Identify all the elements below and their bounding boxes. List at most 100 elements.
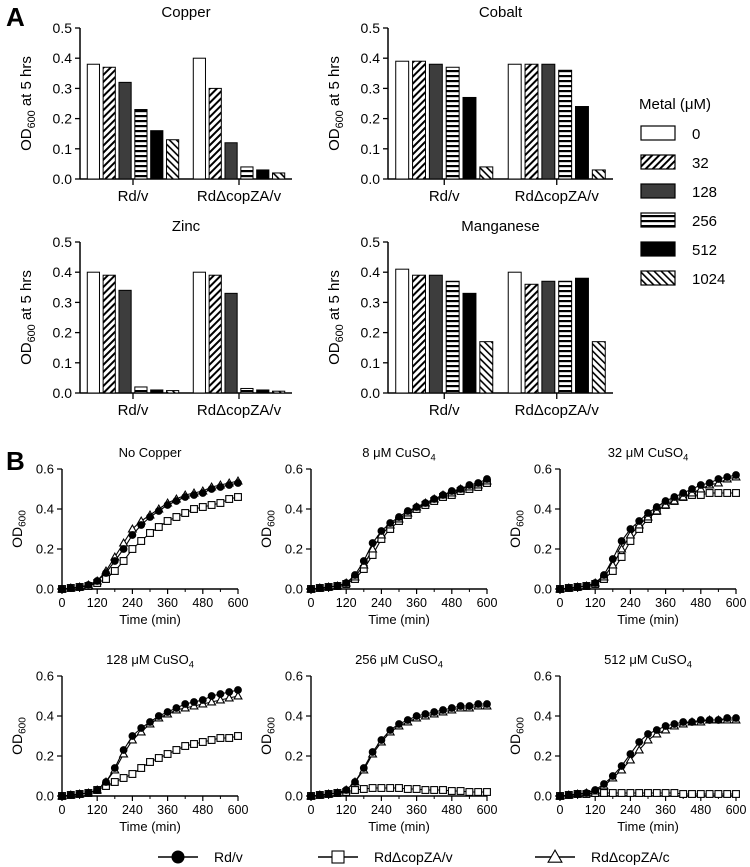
point-RdΔcopZA/v-480 [198, 738, 207, 746]
point-RdΔcopZA/c-600 [233, 690, 243, 700]
point-Rd/v-90 [582, 789, 591, 797]
point-Rd/v-180 [110, 764, 119, 772]
series-line-Rd/v [559, 717, 736, 797]
line-charts: No Copper 0.0 0.2 0.4 0.6 0 120 240 360 480 600 Tim… [9, 445, 746, 834]
point-Rd/v-330 [652, 726, 661, 734]
line-chart-2: 32 μM CuSO4 0.0 0.2 0.4 0.6 0 120 240 360 480 600 T… [507, 445, 746, 627]
x-tick-label: 600 [477, 596, 498, 610]
point-Rd/v-480 [198, 489, 207, 497]
chart-title: 8 μM CuSO4 [362, 445, 435, 462]
point-Rd/v-150 [102, 778, 110, 786]
point-Rd/v-600 [483, 700, 491, 708]
bar-Rd/v-128 [118, 289, 132, 394]
y-tick-label: 0.5 [53, 234, 73, 250]
point-Rd/v-360 [661, 722, 670, 730]
bar-RdΔcopZA/v-128 [541, 280, 556, 394]
point-RdΔcopZA/c-510 [206, 696, 217, 706]
point-Rd/v-300 [146, 718, 154, 726]
y-tick-label: 0.2 [285, 749, 303, 764]
x-tick-label: 480 [192, 803, 213, 817]
point-Rd/v-90 [333, 789, 342, 797]
point-Rd/v-0 [307, 585, 315, 593]
point-RdΔcopZA/v-300 [644, 789, 652, 797]
point-RdΔcopZA/v-150 [600, 789, 608, 797]
bar-RdΔcopZA/v-32 [524, 283, 539, 394]
point-Rd/v-270 [386, 726, 395, 734]
point-Rd/v-300 [644, 730, 652, 738]
y-tick-label: 0.0 [534, 789, 552, 804]
line-chart-1: 8 μM CuSO4 0.0 0.2 0.4 0.6 0 120 240 360 480 600 Ti… [258, 445, 497, 627]
bar-Rd/v-1024 [166, 139, 180, 180]
legend-label-0: 0 [692, 126, 700, 143]
point-Rd/v-450 [439, 706, 447, 714]
bar-RdΔcopZA/v-256 [558, 280, 573, 394]
x-tick-label: 240 [122, 596, 143, 610]
x-tick-label: 480 [192, 596, 213, 610]
point-RdΔcopZA/v-600 [234, 732, 242, 740]
x-tick-label: 120 [87, 596, 108, 610]
y-axis-label: OD600 [258, 717, 278, 755]
point-RdΔcopZA/v-450 [190, 740, 198, 748]
y-tick-label: 0.6 [36, 669, 54, 684]
y-tick-label: 0.0 [534, 582, 552, 597]
bar-RdΔcopZA/v-1024 [272, 390, 286, 394]
point-Rd/v-180 [608, 555, 617, 563]
y-tick-label: 0.0 [36, 789, 54, 804]
point-RdΔcopZA/v-450 [190, 505, 198, 513]
legend-swatch-128 [640, 183, 676, 199]
y-tick-label: 0.0 [53, 171, 73, 187]
bar-charts: Copper 0.0 0.1 0.2 0.3 0.4 0.5 OD600 at 5 hrs Rd… [18, 4, 613, 419]
point-RdΔcopZA/v-240 [128, 545, 137, 553]
bar-RdΔcopZA/v-256 [558, 69, 573, 180]
y-tick-label: 0.0 [36, 582, 54, 597]
point-Rd/v-390 [172, 497, 181, 505]
point-Rd/v-600 [234, 686, 242, 694]
point-RdΔcopZA/v-450 [688, 790, 696, 798]
y-tick-label: 0.1 [361, 141, 381, 157]
point-Rd/v-120 [93, 577, 102, 585]
y-tick-label: 0.1 [53, 141, 73, 157]
point-RdΔcopZA/v-510 [207, 736, 216, 744]
x-tick-label: RdΔcopZA/v [197, 402, 282, 419]
bar-RdΔcopZA/v-32 [208, 87, 222, 180]
series-line-RdΔcopZA/v [559, 492, 736, 590]
x-tick-label: RdΔcopZA/v [515, 402, 600, 419]
point-Rd/v-330 [154, 712, 163, 720]
point-Rd/v-390 [172, 704, 181, 712]
line-chart-5: 512 μM CuSO4 0.0 0.2 0.4 0.6 0 120 240 360 480 600… [507, 652, 746, 834]
point-Rd/v-90 [84, 789, 93, 797]
point-Rd/v-420 [181, 493, 190, 501]
x-axis-label: Time (min) [368, 819, 430, 834]
bar-chart-zinc: Zinc 0.0 0.1 0.2 0.3 0.4 0.5 OD600 at 5 hrs Rd/v… [18, 218, 292, 419]
point-Rd/v-210 [617, 537, 626, 545]
bar-Rd/v-512 [150, 389, 164, 394]
point-RdΔcopZA/c-240 [625, 754, 636, 764]
point-Rd/v-210 [368, 539, 377, 547]
x-tick-label: 0 [308, 803, 315, 817]
point-Rd/v-480 [447, 704, 456, 712]
line-legend: Rd/v RdΔcopZA/v RdΔcopZA/c [158, 848, 670, 865]
point-RdΔcopZA/c-180 [607, 559, 618, 569]
point-Rd/v-330 [403, 507, 412, 515]
point-Rd/v-0 [58, 792, 66, 800]
point-Rd/v-30 [66, 791, 75, 799]
point-RdΔcopZA/v-210 [368, 551, 377, 559]
y-tick-label: 0.4 [53, 264, 73, 280]
point-RdΔcopZA/v-510 [456, 787, 465, 795]
bar-Rd/v-1024 [479, 341, 494, 394]
point-Rd/v-270 [635, 517, 644, 525]
point-RdΔcopZA/v-510 [705, 489, 714, 497]
point-Rd/v-240 [128, 531, 137, 539]
point-Rd/v-90 [84, 581, 93, 589]
x-tick-label: 360 [406, 596, 427, 610]
point-RdΔcopZA/v-600 [732, 790, 740, 798]
y-tick-label: 0.3 [53, 294, 73, 310]
point-Rd/v-570 [723, 473, 732, 481]
point-Rd/v-420 [679, 718, 688, 726]
y-tick-label: 0.5 [361, 20, 381, 36]
point-Rd/v-510 [207, 485, 216, 493]
point-Rd/v-420 [430, 708, 439, 716]
point-Rd/v-0 [58, 585, 66, 593]
point-Rd/v-390 [670, 720, 679, 728]
